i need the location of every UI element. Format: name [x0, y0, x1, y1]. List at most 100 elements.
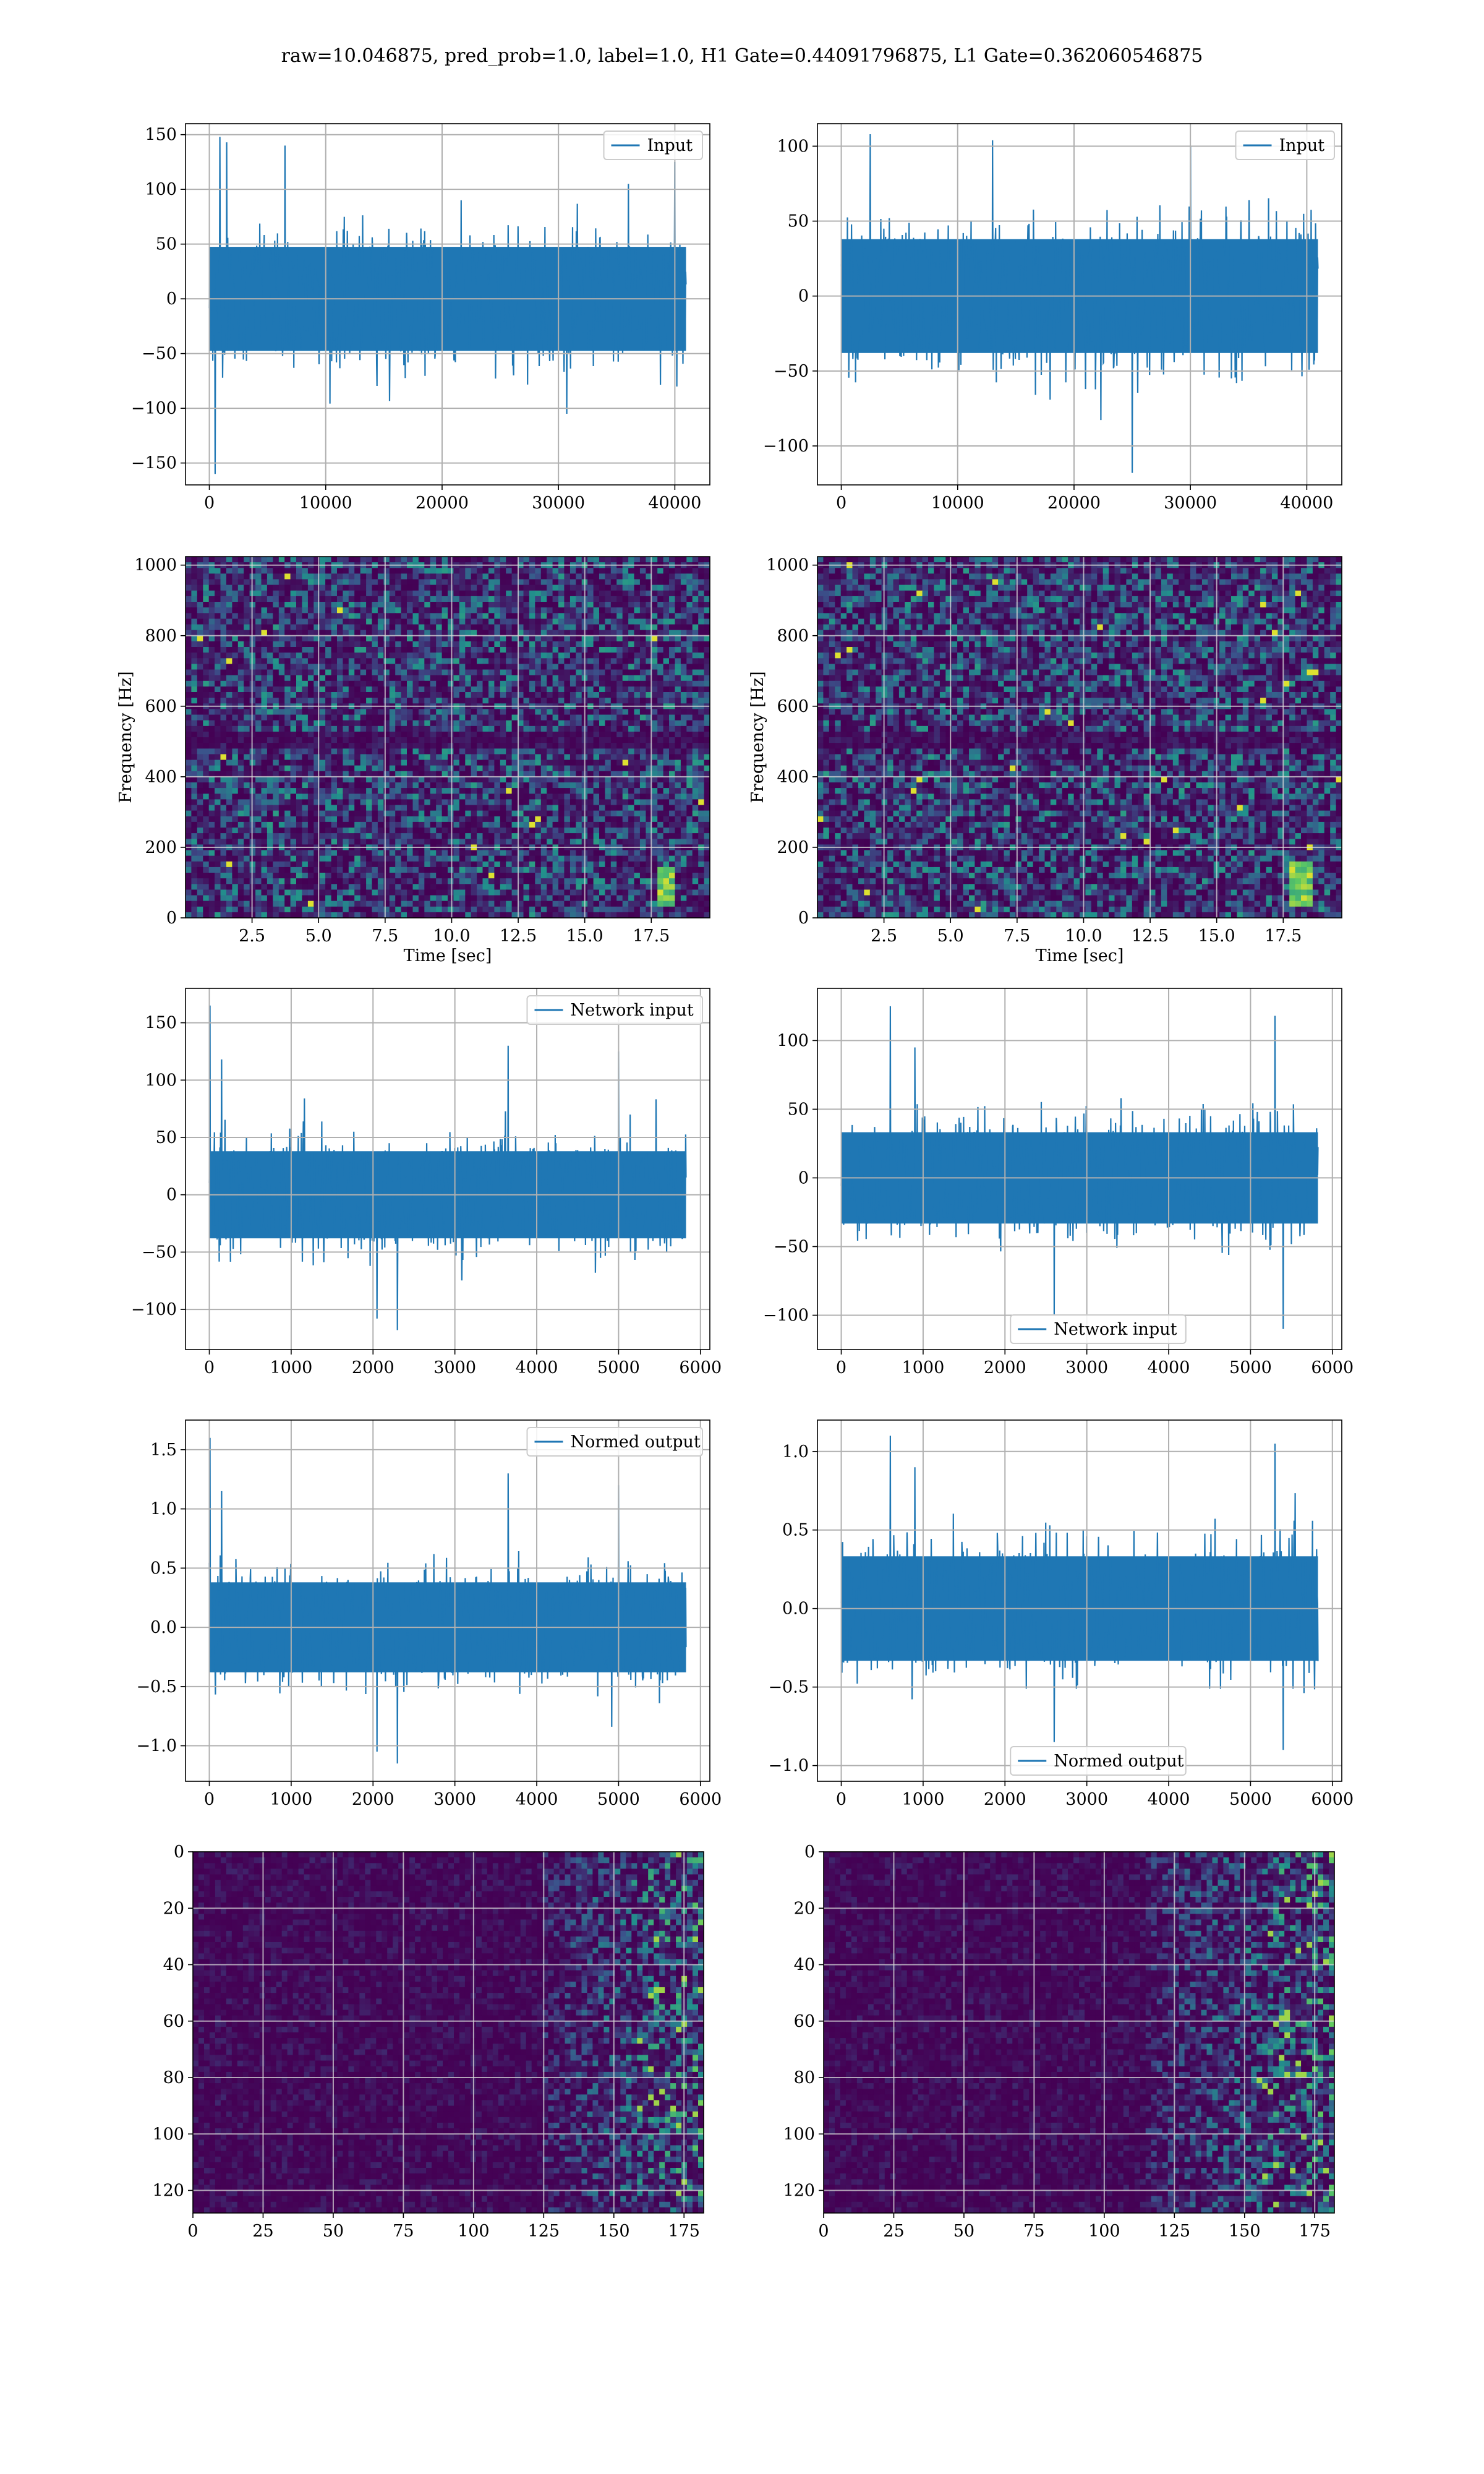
figure-title: raw=10.046875, pred_prob=1.0, label=1.0,… [281, 45, 1203, 67]
h1-feature-map-xtick-label: 50 [323, 2222, 344, 2241]
h1-normed-output-xtick-label: 4000 [516, 1790, 558, 1809]
l1-feature-map-xtick-label: 25 [883, 2222, 904, 2241]
l1-spectrogram-xtick-label: 7.5 [1004, 927, 1030, 946]
h1-feature-map-axes: 0 25 50 75 100 125 150 175 0 20 40 60 80 100 120 [152, 1843, 704, 2241]
h1-feature-map-xtick-label: 100 [458, 2222, 490, 2241]
h1-network-input-ytick-label: 0 [166, 1186, 177, 1205]
l1-feature-map-axes: 0 25 50 75 100 125 150 175 0 20 40 60 80 100 120 [783, 1843, 1335, 2241]
l1-feature-map-cells [824, 1852, 1334, 2213]
h1-network-input-series-line [208, 1005, 687, 1330]
l1-network-input-axes: 0 1000 2000 3000 4000 5000 6000 −100 −50 0 50 100 Ne… [763, 988, 1354, 1377]
l1-feature-map-xtick-label: 125 [1159, 2222, 1191, 2241]
l1-network-input-xtick-label: 1000 [902, 1358, 945, 1377]
l1-feature-map-plot-area [824, 1852, 1334, 2213]
l1-network-input-ytick-label: 0 [798, 1168, 809, 1188]
l1-network-input-xtick-label: 4000 [1148, 1358, 1190, 1377]
l1-network-input-ytick-label: −50 [774, 1237, 809, 1256]
h1-network-input-xtick-label: 5000 [597, 1358, 640, 1377]
l1-input-ytick-label: 100 [777, 137, 809, 156]
h1-spectrogram-xtick-label: 10.0 [433, 927, 470, 946]
l1-network-input-plot-area [840, 1006, 1319, 1329]
l1-network-input-ytick-label: 50 [788, 1100, 809, 1119]
l1-feature-map-xtick-label: 150 [1229, 2222, 1261, 2241]
l1-feature-map-ytick-label: 100 [783, 2125, 815, 2144]
l1-network-input-series-line [840, 1006, 1319, 1329]
h1-normed-output-xtick-label: 2000 [352, 1790, 394, 1809]
h1-spectrogram-grid [186, 557, 710, 918]
l1-spectrogram-ytick-label: 0 [798, 909, 809, 928]
l1-input-xtick-label: 40000 [1280, 494, 1333, 513]
l1-spectrogram-xtick-label: 2.5 [871, 927, 897, 946]
h1-input-frame [185, 123, 710, 486]
l1-network-input-xtick-label: 5000 [1229, 1358, 1272, 1377]
l1-network-input-legend: Network input [1010, 1314, 1187, 1344]
h1-network-input-legend: Network input [526, 995, 703, 1025]
l1-spectrogram-plot-area [817, 557, 1342, 918]
l1-feature-map-xtick-label: 0 [818, 2222, 829, 2241]
l1-network-input-xtick-label: 6000 [1311, 1358, 1354, 1377]
l1-spectrogram-ytick-label: 400 [777, 768, 809, 787]
l1-normed-output-xtick-label: 6000 [1311, 1790, 1354, 1809]
h1-feature-map-cells [193, 1852, 704, 2213]
h1-spectrogram-ytick-label: 800 [145, 627, 177, 646]
l1-input-series-line [840, 134, 1319, 473]
h1-normed-output-ytick-label: 0.0 [150, 1618, 177, 1637]
l1-input-legend-box [1235, 131, 1335, 160]
h1-network-input-xtick-label: 1000 [270, 1358, 313, 1377]
l1-input-ytick-label: −50 [774, 362, 809, 381]
l1-normed-output-xtick-label: 4000 [1148, 1790, 1190, 1809]
l1-spectrogram-axes: 2.5 5.0 7.5 10.0 12.5 15.0 17.5 0 200 400 600 800 10… [748, 556, 1342, 965]
h1-network-input-xtick-label: 6000 [679, 1358, 722, 1377]
h1-input-xtick-label: 40000 [648, 494, 701, 513]
h1-normed-output-legend: Normed output [526, 1427, 703, 1457]
l1-normed-output-ytick-label: −0.5 [768, 1678, 809, 1697]
h1-spectrogram-xtick-label: 17.5 [633, 927, 670, 946]
h1-network-input-legend-label: Network input [571, 1001, 694, 1020]
l1-network-input-legend-box [1010, 1314, 1187, 1344]
h1-normed-output-plot-area [208, 1437, 687, 1764]
l1-feature-map-xtick-label: 75 [1023, 2222, 1044, 2241]
h1-input-legend-label: Input [647, 136, 693, 155]
h1-normed-output-ytick-label: 1.5 [150, 1440, 177, 1460]
l1-network-input-xtick-label: 2000 [984, 1358, 1026, 1377]
l1-input-ytick-label: 50 [788, 212, 809, 231]
h1-spectrogram-axes: 2.5 5.0 7.5 10.0 12.5 15.0 17.5 0 200 400 600 800 10… [116, 556, 710, 965]
l1-spectrogram-xtick-label: 15.0 [1198, 927, 1235, 946]
l1-input-legend-label: Input [1279, 136, 1325, 155]
h1-network-input-ytick-label: −50 [142, 1243, 177, 1262]
l1-feature-map-ytick-label: 120 [783, 2181, 815, 2201]
h1-feature-map-ytick-label: 80 [163, 2068, 184, 2087]
h1-spectrogram-frame [185, 556, 710, 918]
h1-normed-output-xtick-label: 3000 [433, 1790, 476, 1809]
h1-feature-map-xtick-label: 125 [528, 2222, 560, 2241]
h1-network-input-xtick-label: 0 [204, 1358, 215, 1377]
h1-input-ytick-label: −50 [142, 345, 177, 364]
h1-feature-map-ytick-label: 120 [152, 2181, 184, 2201]
h1-normed-output-series-line [208, 1437, 687, 1764]
l1-input-legend: Input [1235, 131, 1335, 160]
l1-input-ytick-label: −100 [763, 437, 809, 456]
h1-normed-output-legend-box [526, 1427, 703, 1457]
h1-input-axes: 0 10000 20000 30000 40000 −150 −100 −50 0 50 100 15… [131, 123, 710, 513]
l1-input-xtick-label: 0 [836, 494, 846, 513]
l1-spectrogram-xlabel: Time [sec] [1036, 946, 1124, 965]
h1-feature-map-grid [193, 1852, 704, 2213]
h1-feature-map-xtick-label: 175 [668, 2222, 700, 2241]
h1-input-xtick-label: 30000 [532, 494, 585, 513]
l1-feature-map-ytick-label: 60 [794, 2012, 815, 2031]
l1-network-input-xtick-label: 0 [836, 1358, 846, 1377]
l1-spectrogram-xtick-label: 17.5 [1264, 927, 1302, 946]
h1-input-plot-area [208, 137, 687, 474]
h1-network-input-ytick-label: −100 [131, 1300, 177, 1319]
h1-normed-output-axes: 0 1000 2000 3000 4000 5000 6000 −1.0 −0.5 0.0 0.5 1… [136, 1419, 722, 1809]
l1-input-xtick-label: 20000 [1047, 494, 1101, 513]
h1-network-input-xtick-label: 3000 [433, 1358, 476, 1377]
l1-feature-map-frame [823, 1851, 1335, 2214]
l1-normed-output-axes: 0 1000 2000 3000 4000 5000 6000 −1.0 −0.5 0.0 0.5 1… [768, 1419, 1354, 1809]
h1-normed-output-ytick-label: −1.0 [136, 1737, 177, 1756]
h1-spectrogram-xtick-label: 7.5 [372, 927, 398, 946]
h1-normed-output-xtick-label: 5000 [597, 1790, 640, 1809]
h1-input-legend-box [603, 131, 703, 160]
h1-feature-map-ytick-label: 60 [163, 2012, 184, 2031]
l1-network-input-ytick-label: 100 [777, 1031, 809, 1050]
